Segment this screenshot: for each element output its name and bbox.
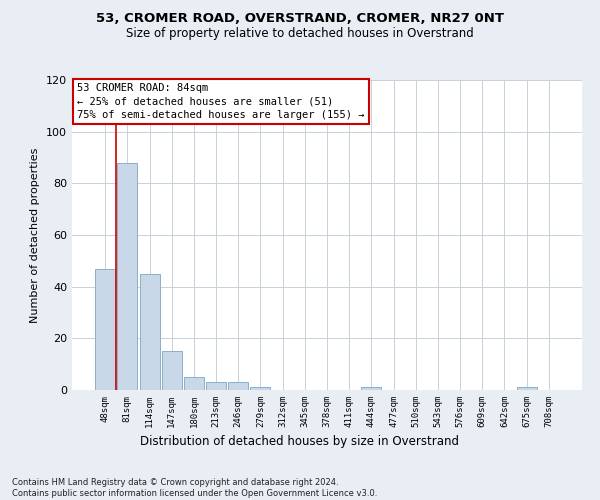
Bar bbox=[517, 388, 536, 390]
Bar bbox=[162, 351, 182, 390]
Text: 53 CROMER ROAD: 84sqm
← 25% of detached houses are smaller (51)
75% of semi-deta: 53 CROMER ROAD: 84sqm ← 25% of detached … bbox=[77, 83, 365, 120]
Bar bbox=[184, 377, 204, 390]
Y-axis label: Number of detached properties: Number of detached properties bbox=[31, 148, 40, 322]
Bar bbox=[118, 162, 137, 390]
Bar bbox=[250, 388, 271, 390]
Bar bbox=[206, 382, 226, 390]
Bar bbox=[361, 388, 382, 390]
Bar bbox=[140, 274, 160, 390]
Bar bbox=[95, 268, 115, 390]
Text: Contains HM Land Registry data © Crown copyright and database right 2024.
Contai: Contains HM Land Registry data © Crown c… bbox=[12, 478, 377, 498]
Text: Distribution of detached houses by size in Overstrand: Distribution of detached houses by size … bbox=[140, 435, 460, 448]
Bar bbox=[228, 382, 248, 390]
Text: 53, CROMER ROAD, OVERSTRAND, CROMER, NR27 0NT: 53, CROMER ROAD, OVERSTRAND, CROMER, NR2… bbox=[96, 12, 504, 26]
Text: Size of property relative to detached houses in Overstrand: Size of property relative to detached ho… bbox=[126, 28, 474, 40]
